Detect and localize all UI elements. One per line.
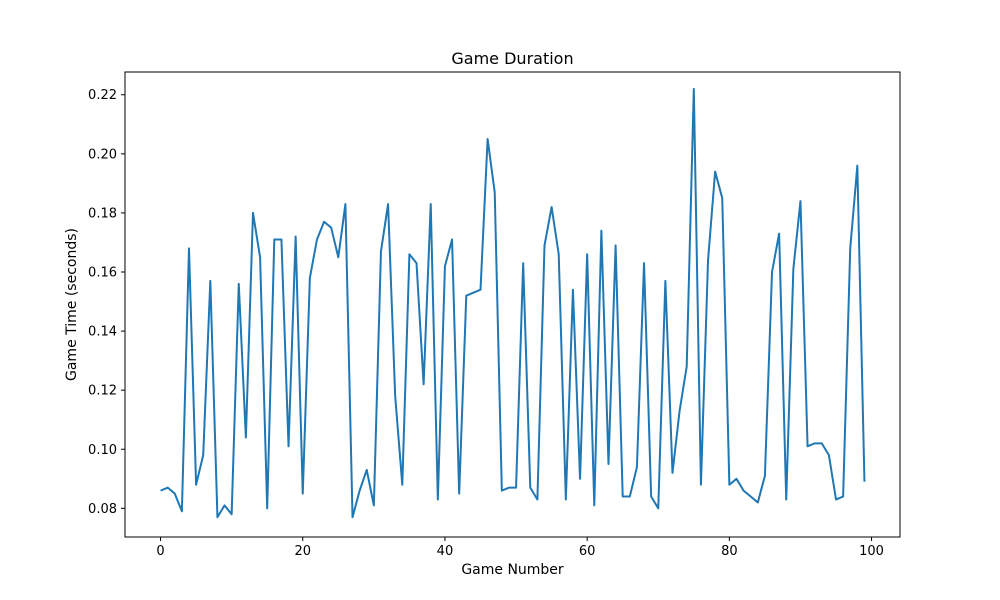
- y-tick-label: 0.10: [88, 443, 117, 458]
- x-tick-label: 20: [294, 544, 311, 559]
- x-tick-label: 0: [156, 544, 164, 559]
- y-tick-label: 0.08: [88, 502, 117, 517]
- y-tick-label: 0.20: [88, 147, 117, 162]
- y-axis-label: Game Time (seconds): [64, 228, 80, 381]
- series-line: [160, 87, 866, 519]
- y-tick-label: 0.18: [88, 206, 117, 221]
- y-tick-label: 0.14: [88, 325, 117, 340]
- plot-frame: [124, 71, 901, 538]
- x-tick-label: 80: [721, 544, 738, 559]
- x-tick-label: 40: [437, 544, 454, 559]
- chart-title: Game Duration: [451, 49, 573, 68]
- x-axis-label: Game Number: [461, 562, 564, 578]
- y-axis: 0.08 0.10 0.12 0.14 0.16 0.18 0.20 0.22: [88, 88, 125, 517]
- y-tick-label: 0.22: [88, 88, 117, 103]
- plot-area: [124, 71, 901, 538]
- y-tick-label: 0.16: [88, 266, 117, 281]
- x-axis: 0 20 40 60 80 100: [156, 537, 884, 559]
- y-tick-label: 0.12: [88, 384, 117, 399]
- x-tick-label: 100: [859, 544, 884, 559]
- x-tick-label: 60: [579, 544, 596, 559]
